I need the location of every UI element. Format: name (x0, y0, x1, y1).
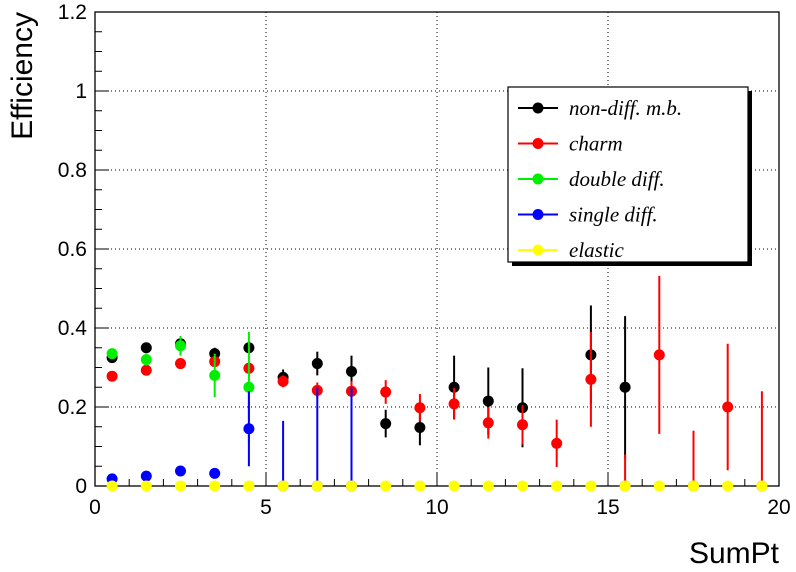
x-tick-label: 5 (260, 496, 272, 519)
data-point (106, 480, 118, 492)
data-point (243, 381, 255, 393)
legend-marker (532, 102, 544, 114)
data-point (277, 480, 289, 492)
legend: non-diff. m.b. charm double diff. single di… (507, 86, 752, 266)
y-tick-label: 0.8 (58, 159, 87, 182)
x-tick-label: 20 (767, 496, 790, 519)
data-point (175, 480, 186, 492)
data-point (175, 358, 186, 370)
data-point (448, 381, 460, 393)
data-point (346, 480, 357, 492)
data-point (140, 342, 152, 354)
data-point (585, 480, 597, 492)
series-elastic (106, 480, 768, 492)
data-point (517, 419, 528, 431)
data-point (175, 465, 186, 477)
data-point (380, 480, 392, 492)
data-point (482, 417, 494, 429)
y-tick-label: 0.2 (58, 396, 87, 419)
data-point (414, 402, 426, 414)
series-charm (106, 275, 768, 492)
data-point (140, 470, 152, 482)
legend-marker (532, 173, 544, 185)
data-point (311, 480, 323, 492)
legend-marker (532, 209, 544, 220)
data-point (619, 381, 631, 393)
data-point (140, 364, 152, 376)
data-point (722, 401, 734, 413)
data-point (619, 480, 631, 492)
data-point (106, 370, 118, 382)
data-point (106, 348, 118, 360)
data-point (380, 418, 392, 430)
data-point (653, 480, 665, 492)
data-point (688, 480, 699, 492)
data-point (448, 398, 460, 410)
data-point (175, 340, 186, 352)
x-tick-label: 0 (89, 496, 101, 519)
y-tick-label: 1 (75, 80, 87, 103)
y-tick-label: 1.2 (58, 1, 87, 24)
data-point (140, 354, 152, 366)
y-tick-label: 0.6 (58, 238, 87, 261)
data-point (482, 480, 494, 492)
legend-label: charm (569, 132, 623, 156)
data-point (756, 480, 768, 492)
legend-label: elastic (569, 238, 624, 262)
data-point (482, 395, 494, 407)
data-point (551, 480, 563, 492)
y-tick-label: 0 (75, 475, 87, 498)
data-point (517, 480, 528, 492)
x-tick-label: 15 (596, 496, 619, 519)
data-series (106, 275, 768, 492)
data-point (551, 437, 563, 449)
data-point (653, 349, 665, 361)
legend-marker (532, 138, 544, 149)
data-point (380, 386, 392, 398)
data-point (243, 480, 255, 492)
x-tick-label: 10 (425, 496, 448, 519)
data-point (311, 358, 323, 370)
y-axis-title: Efficiency (6, 12, 39, 140)
data-point (140, 480, 152, 492)
data-point (209, 369, 221, 381)
data-point (448, 480, 460, 492)
legend-label: single diff. (569, 203, 658, 227)
data-point (722, 480, 734, 492)
x-axis-title: SumPt (689, 537, 780, 570)
data-point (346, 365, 357, 377)
data-point (277, 375, 289, 387)
tick-labels: 0 5 10 15 20 0 0.2 0.4 0.6 0.8 1 1.2 (58, 1, 791, 519)
data-point (209, 467, 221, 479)
data-point (243, 423, 255, 435)
data-point (414, 422, 426, 434)
legend-label: double diff. (569, 167, 665, 191)
data-point (209, 480, 221, 492)
data-point (414, 480, 426, 492)
y-tick-label: 0.4 (58, 317, 88, 340)
plot-frame (94, 11, 780, 487)
legend-box (507, 86, 749, 263)
legend-label: non-diff. m.b. (569, 96, 682, 120)
legend-marker (532, 244, 544, 256)
data-point (585, 373, 597, 385)
